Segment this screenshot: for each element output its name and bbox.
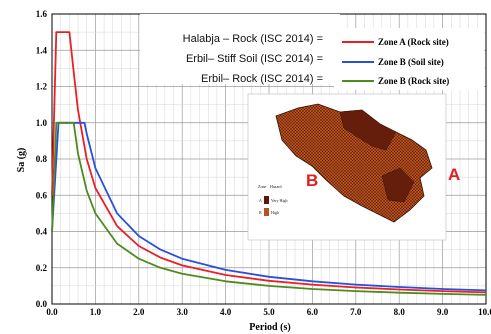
- map-legend-very-high: Very High: [271, 198, 288, 203]
- map-legend-swatch-very-high: [264, 196, 269, 204]
- x-tick-label: 0.0: [46, 307, 58, 317]
- y-tick-label: 1.0: [36, 118, 48, 128]
- legend-label-zone-b-rock: Zone B (Rock site): [378, 76, 449, 86]
- legend: Zone A (Rock site) Zone B (Soil site) Zo…: [334, 28, 484, 90]
- map-legend-header-zone: Zone: [258, 184, 266, 189]
- map-legend-zone-b: B: [259, 210, 262, 215]
- legend-label-zone-b-soil: Zone B (Soil site): [378, 57, 444, 67]
- y-tick-label: 1.2: [36, 82, 48, 92]
- map-legend-high: High: [271, 210, 279, 215]
- y-tick-label: 1.6: [36, 9, 48, 19]
- map-legend-swatch-high: [264, 208, 269, 216]
- x-tick-label: 10.0: [478, 307, 491, 317]
- zone-a-area: [339, 109, 397, 151]
- x-tick-label: 5.0: [263, 307, 275, 317]
- y-axis-title: Sa (g): [16, 148, 27, 173]
- legend-label-zone-a-rock: Zone A (Rock site): [378, 37, 449, 47]
- x-tick-label: 3.0: [177, 307, 189, 317]
- y-tick-label: 0.0: [36, 299, 48, 309]
- annotation-erbil-rock: Erbil– Rock (ISC 2014) =: [201, 73, 323, 85]
- y-tick-label: 0.6: [36, 190, 48, 200]
- x-tick-label: 8.0: [394, 307, 406, 317]
- map-legend-header-hazard: Hazard: [270, 184, 282, 189]
- annotation-halabja-rock: Halabja – Rock (ISC 2014) =: [183, 33, 323, 45]
- x-tick-label: 6.0: [307, 307, 319, 317]
- map-legend: Zone Hazard A Very High B High: [258, 184, 288, 216]
- x-tick-label: 2.0: [133, 307, 145, 317]
- chart-grid: [52, 14, 486, 304]
- x-axis-ticks: 0.0 1.0 2.0 3.0 4.0 5.0 6.0 7.0 8.0 9.0 10.0: [46, 307, 491, 317]
- y-tick-label: 0.8: [36, 154, 48, 164]
- annotation-background: [140, 14, 340, 84]
- zone-a-area-south: [381, 167, 415, 203]
- y-axis-ticks: 0.0 0.2 0.4 0.6 0.8 1.0 1.2 1.4 1.6: [36, 9, 48, 309]
- chart-lines: [51, 31, 487, 296]
- y-tick-label: 0.2: [36, 263, 48, 273]
- series-line-0: [51, 31, 487, 294]
- x-tick-label: 9.0: [437, 307, 449, 317]
- x-tick-label: 7.0: [350, 307, 362, 317]
- map-inset: B A Zone Hazard A Very High B High: [247, 93, 460, 241]
- map-legend-zone-a: A: [259, 198, 262, 203]
- x-axis-title: Period (s): [249, 322, 290, 333]
- y-tick-label: 0.4: [36, 227, 48, 237]
- map-label-b: B: [306, 171, 318, 190]
- y-tick-label: 1.4: [36, 45, 48, 55]
- x-tick-label: 1.0: [90, 307, 102, 317]
- legend-background: [334, 28, 484, 90]
- map-label-a: A: [448, 165, 460, 184]
- x-tick-label: 4.0: [220, 307, 232, 317]
- series-line-2: [51, 121, 487, 296]
- annotation-erbil-stiff-soil: Erbil– Stiff Soil (ISC 2014) =: [186, 53, 323, 65]
